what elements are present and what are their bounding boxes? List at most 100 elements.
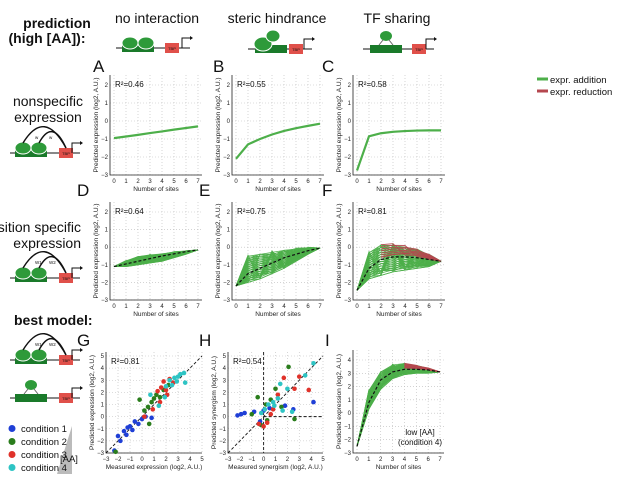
x-tick-label: 2 — [136, 304, 140, 310]
tbp-label: TBP — [415, 47, 423, 52]
model-line-addition — [113, 249, 199, 267]
prediction-line — [235, 122, 321, 160]
y-tick-label: −2 — [219, 439, 227, 445]
x-tick-label: 4 — [282, 179, 286, 185]
y-tick-label: 1 — [227, 228, 231, 234]
sharing-arrows-icon — [378, 39, 394, 46]
model-line-reduction — [380, 251, 442, 262]
data-point-condition-3 — [292, 386, 297, 392]
y-tick-label: −2 — [344, 280, 352, 286]
x-axis-label: Number of sites — [133, 311, 179, 318]
data-point-condition-4 — [277, 381, 283, 387]
condition-1-dot — [8, 425, 16, 432]
x-tick-label: 4 — [282, 304, 286, 310]
y-tick-label: −3 — [223, 298, 231, 304]
x-tick-label: 1 — [367, 457, 371, 463]
line-legend: expr. addition expr. reduction — [537, 75, 612, 98]
y-tick-label: −3 — [101, 173, 109, 179]
x-axis-label: Measured expression (log2, A.U.) — [106, 464, 202, 471]
model-line-addition — [356, 260, 442, 291]
x-axis-label: Number of sites — [255, 186, 301, 193]
data-point-condition-1 — [311, 399, 316, 405]
data-point-condition-3 — [256, 421, 262, 427]
y-tick-label: 2 — [105, 210, 109, 216]
model-line-reduction — [380, 243, 442, 262]
tbp-box — [59, 273, 73, 283]
r-squared-label: R²=0.75 — [237, 207, 266, 216]
y-tick-label: 2 — [348, 210, 352, 216]
condition-1-label: condition 1 — [21, 424, 67, 435]
panel-note: (condition 4) — [398, 438, 442, 447]
data-point-condition-1 — [149, 415, 154, 421]
tf-protein — [30, 266, 48, 280]
data-point-condition-1 — [121, 428, 127, 434]
arrowhead-icon — [80, 141, 83, 145]
tbp-box — [412, 44, 426, 54]
y-tick-label: −1 — [219, 427, 227, 433]
y-tick-label: 5 — [223, 354, 227, 360]
panel-letter: G — [77, 331, 90, 350]
axes — [352, 202, 445, 301]
x-tick-label: 7 — [439, 179, 443, 185]
arrowhead-icon — [190, 36, 193, 40]
data-point-condition-2 — [142, 408, 147, 413]
y-tick-label: −1 — [344, 424, 352, 430]
tss-arrow-icon — [181, 37, 190, 48]
tss-arrow-icon — [303, 38, 312, 49]
r-squared-label: R²=0.64 — [115, 207, 144, 216]
x-axis-label: Number of sites — [133, 186, 179, 193]
arrowhead-icon — [80, 386, 83, 390]
data-point-condition-4 — [172, 375, 177, 381]
tf-protein — [14, 141, 32, 155]
aa-gradient-label: [AA] — [60, 454, 78, 465]
condition-3-dot — [8, 451, 16, 458]
x-tick-label: 4 — [403, 304, 407, 310]
panel-letter: H — [199, 331, 211, 350]
y-tick-label: −1 — [101, 263, 109, 269]
data-point-condition-1 — [132, 419, 138, 424]
model-line-addition — [235, 247, 321, 287]
y-tick-label: 0 — [348, 245, 352, 251]
data-point-condition-4 — [169, 382, 175, 388]
x-tick-label: 2 — [258, 179, 262, 185]
tss-arrow-icon — [71, 349, 80, 360]
binding-site — [15, 394, 31, 402]
x-tick-label: 7 — [196, 179, 200, 185]
mean-line — [356, 256, 442, 291]
x-tick-label: 2 — [379, 457, 383, 463]
y-tick-label: 4 — [223, 366, 227, 372]
y-tick-label: −3 — [344, 298, 352, 304]
y-tick-label: 2 — [101, 390, 105, 396]
data-point-condition-2 — [145, 404, 151, 410]
data-point-condition-2 — [154, 392, 159, 398]
tf-protein — [30, 348, 48, 362]
y-tick-label: 2 — [348, 83, 352, 89]
axes — [231, 202, 324, 301]
aa-gradient-triangle — [57, 426, 72, 474]
tf-protein — [25, 380, 37, 390]
tbp-box — [165, 43, 179, 53]
tbp-label: TBP — [292, 47, 300, 52]
axes — [109, 202, 202, 301]
x-tick-label: 0 — [234, 179, 238, 185]
model-line-addition — [356, 260, 442, 291]
x-tick-label: 4 — [160, 179, 164, 185]
axes — [109, 75, 202, 176]
promoter-diagram: TBP — [10, 380, 83, 403]
x-axis-label: Number of sites — [376, 311, 422, 318]
model-line-addition — [235, 247, 321, 287]
x-axis-label: Number of sites — [255, 311, 301, 318]
r-squared-label: R²=0.81 — [111, 357, 140, 366]
panel-letter: E — [199, 181, 210, 200]
y-tick-label: −3 — [101, 298, 109, 304]
r-squared-label: R²=0.81 — [358, 207, 387, 216]
x-tick-label: 5 — [172, 304, 176, 310]
y-tick-label: −2 — [223, 280, 231, 286]
tf-protein — [14, 266, 32, 280]
x-tick-label: 5 — [415, 179, 419, 185]
data-point-condition-1 — [124, 432, 129, 438]
x-tick-label: 6 — [306, 179, 310, 185]
data-point-condition-4 — [302, 373, 308, 378]
